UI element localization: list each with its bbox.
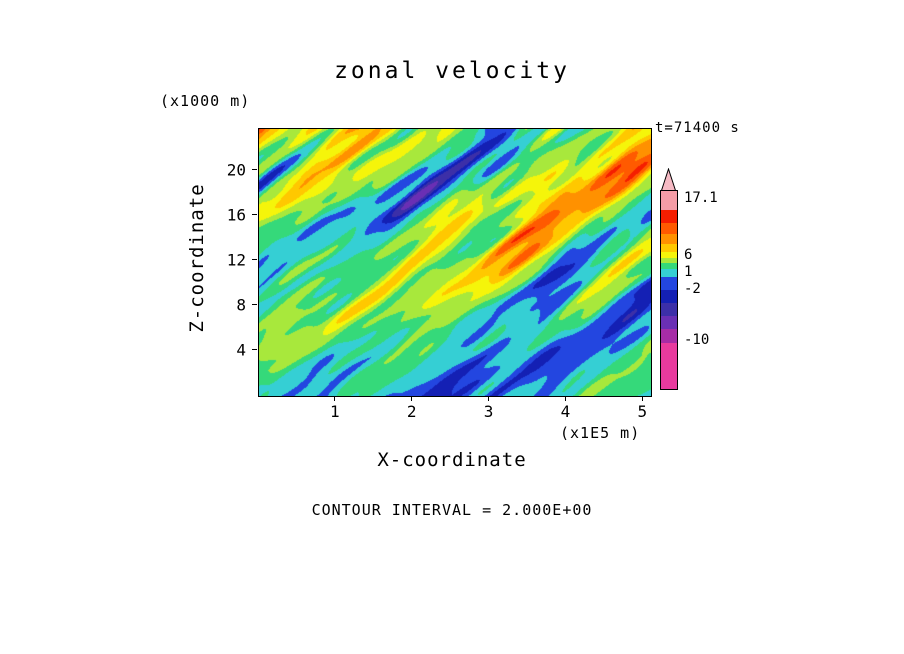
colorbar-tick-label: -10 [684,332,710,348]
x-tick-label: 2 [406,402,417,421]
time-label: t=71400 s [655,120,740,136]
colorbar-segment [661,263,677,269]
colorbar-segment [661,258,677,263]
colorbar-arrow-icon [660,168,677,191]
y-tick-mark [252,304,257,306]
colorbar-segment [661,244,677,252]
x-axis-label: X-coordinate [377,449,527,471]
colorbar-segment [661,223,677,234]
colorbar-segment [661,210,677,223]
x-tick-label: 4 [560,402,571,421]
y-tick-label: 12 [226,250,246,270]
y-tick-label: 16 [226,205,246,225]
colorbar-tick-label: 1 [684,264,693,280]
x-axis-unit: (x1E5 m) [560,424,641,442]
y-tick-mark [252,214,257,216]
y-axis-unit: (x1000 m) [160,92,251,110]
y-axis-label: Z-coordinate [186,183,208,333]
contour-field [259,129,651,396]
colorbar-segment [661,303,677,316]
colorbar-segment [661,252,677,258]
x-tick-label: 1 [330,402,340,421]
y-tick-label: 20 [226,160,246,180]
chart-title: zonal velocity [334,58,570,84]
colorbar-segment [661,343,677,389]
colorbar-scale [660,190,678,390]
colorbar-tick-label: 17.1 [684,190,718,206]
colorbar-segment [661,234,677,244]
y-tick-label: 4 [236,340,246,360]
y-tick-mark [252,259,257,261]
contour-interval-label: CONTOUR INTERVAL = 2.000E+00 [311,501,593,519]
y-tick-label: 8 [236,295,246,315]
y-tick-mark [252,169,257,171]
colorbar: 17.1 6 1 -2 -10 [660,168,718,390]
x-tick-label: 3 [483,402,494,421]
colorbar-segment [661,269,677,277]
colorbar-tick-label: 6 [684,247,693,263]
colorbar-segment [661,329,677,343]
colorbar-tick-label: -2 [684,281,701,297]
colorbar-segment [661,316,677,329]
plot-area [258,128,652,397]
y-tick-mark [252,349,257,351]
x-tick-label: 5 [637,402,648,421]
colorbar-segment [661,290,677,303]
colorbar-segment [661,191,677,210]
colorbar-segment [661,277,677,290]
